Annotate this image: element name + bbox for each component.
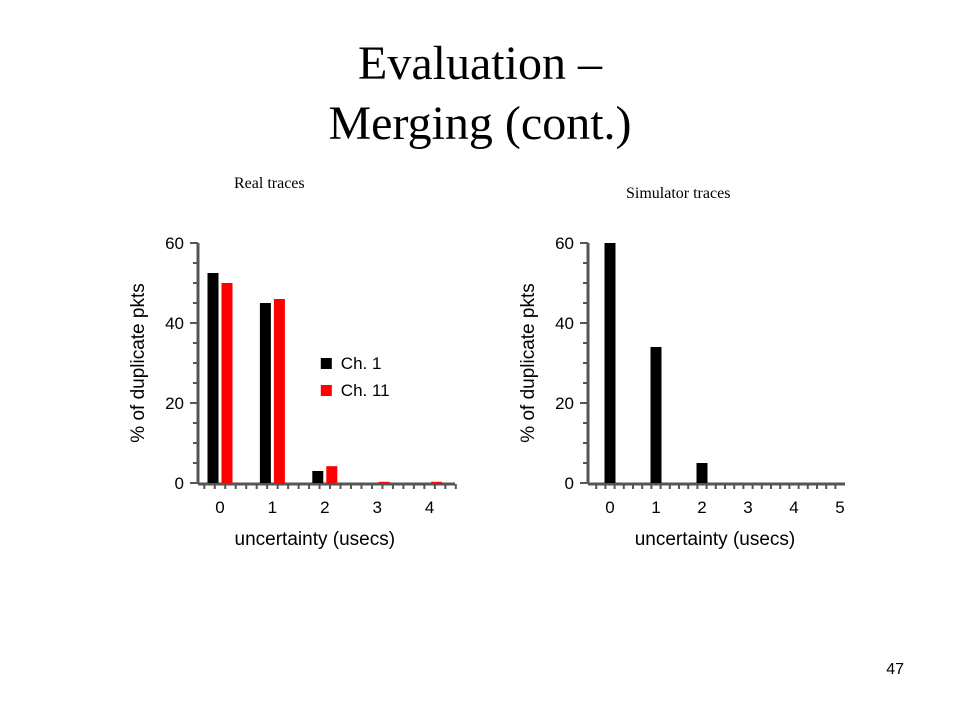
x-axis-label: uncertainty (usecs) (235, 529, 396, 550)
legend-label: Ch. 11 (341, 381, 390, 400)
y-tick-label: 20 (555, 394, 574, 413)
slide-title-line-1: Evaluation – (358, 37, 602, 90)
y-tick-label: 0 (175, 474, 184, 493)
x-tick-label: 3 (743, 498, 752, 517)
y-tick-label: 60 (555, 234, 574, 253)
bar (604, 243, 616, 483)
x-tick-label: 2 (320, 498, 329, 517)
x-tick-label: 4 (425, 498, 434, 517)
x-tick-label: 1 (651, 498, 660, 517)
bar (273, 299, 285, 483)
y-tick-label: 0 (565, 474, 574, 493)
x-tick-label: 1 (268, 498, 277, 517)
legend-label: Ch. 1 (341, 354, 382, 373)
bar (221, 283, 233, 483)
x-tick-label: 3 (372, 498, 381, 517)
x-tick-label: 0 (605, 498, 614, 517)
y-tick-label: 60 (165, 234, 184, 253)
legend-swatch (320, 385, 332, 396)
page-number: 47 (886, 661, 904, 678)
y-axis-label: % of duplicate pkts (128, 283, 149, 442)
slide-title-line-2: Merging (cont.) (328, 97, 632, 150)
y-tick-label: 40 (165, 314, 184, 333)
y-tick-label: 20 (165, 394, 184, 413)
x-tick-label: 0 (215, 498, 224, 517)
y-tick-label: 40 (555, 314, 574, 333)
x-axis-label: uncertainty (usecs) (635, 529, 796, 550)
chart-simulator-traces: 0 20 40 60 0 1 2 3 4 5 uncertainty (usecs) % of dup… (518, 234, 845, 550)
x-tick-label: 4 (789, 498, 798, 517)
bar (259, 303, 271, 483)
x-tick-label: 2 (697, 498, 706, 517)
bar (650, 347, 662, 483)
legend-swatch (320, 358, 332, 369)
bar (696, 463, 708, 483)
y-axis-label: % of duplicate pkts (518, 283, 539, 442)
bar (326, 466, 338, 483)
bar (378, 481, 390, 483)
bar (431, 481, 443, 483)
slide-title: Evaluation – Merging (cont.) (0, 34, 960, 154)
caption-real-traces: Real traces (234, 175, 305, 192)
x-tick-label: 5 (835, 498, 844, 517)
bar (312, 471, 324, 483)
bar (207, 273, 219, 483)
caption-simulator-traces: Simulator traces (626, 185, 731, 202)
chart-real-traces: 0 20 40 60 0 1 2 3 4 uncertainty (usecs) % of dupl… (128, 234, 457, 550)
